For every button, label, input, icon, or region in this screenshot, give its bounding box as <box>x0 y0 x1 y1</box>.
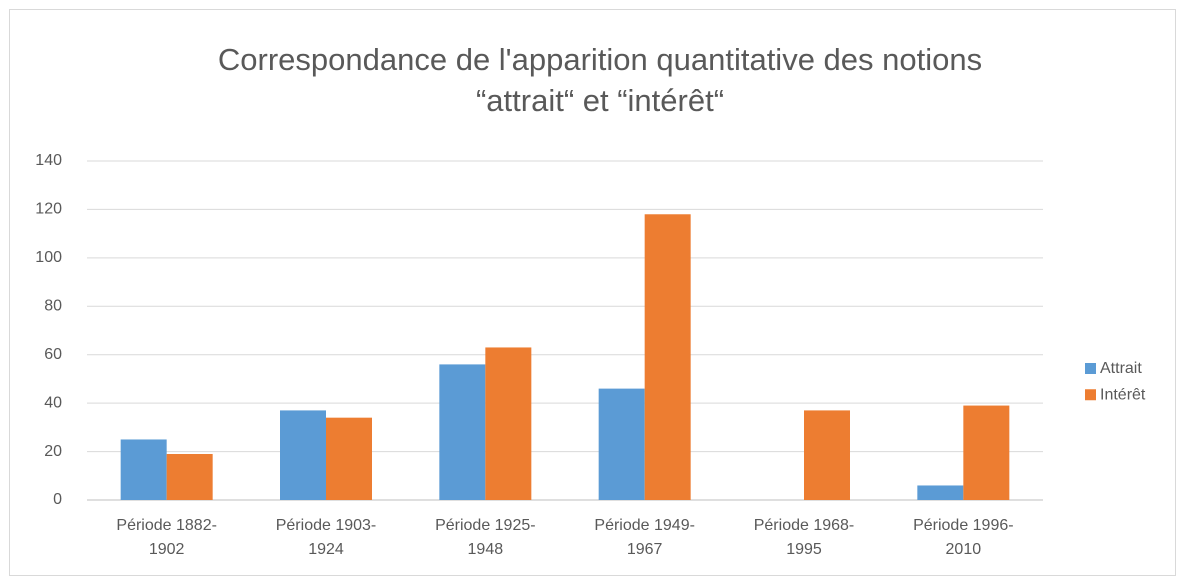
y-tick-label: 40 <box>44 394 62 411</box>
y-tick-label: 0 <box>53 491 62 508</box>
x-tick-label: Période 1968-1995 <box>754 517 855 558</box>
x-tick-label: Période 1903-1924 <box>276 517 377 558</box>
bar <box>917 485 964 500</box>
legend-swatch <box>1085 389 1096 401</box>
bar <box>485 347 532 500</box>
legend-label: Attrait <box>1100 360 1142 377</box>
y-tick-label: 20 <box>44 443 62 460</box>
legend-label: Intérêt <box>1100 386 1146 403</box>
y-tick-label: 80 <box>44 298 62 315</box>
bar <box>644 214 691 500</box>
y-tick-label: 100 <box>35 249 62 266</box>
x-tick-label: Période 1949-1967 <box>594 517 695 558</box>
bar <box>439 364 486 500</box>
x-tick-label: Période 1882-1902 <box>116 517 217 558</box>
legend-swatch <box>1085 363 1096 374</box>
bar <box>280 410 326 500</box>
y-tick-label: 60 <box>44 346 62 363</box>
bar <box>598 388 645 500</box>
chart-title: “attrait“ et “intérêt“ <box>476 83 724 118</box>
y-tick-label: 120 <box>35 201 62 218</box>
bar <box>326 417 372 500</box>
bar <box>963 405 1010 500</box>
chart-title: Correspondance de l'apparition quantitat… <box>218 42 982 77</box>
x-tick-label: Période 1996-2010 <box>913 517 1014 558</box>
bar <box>166 453 213 500</box>
bar <box>804 410 850 500</box>
bar <box>120 439 167 500</box>
x-tick-label: Période 1925-1948 <box>435 517 536 558</box>
y-tick-label: 140 <box>35 152 62 169</box>
